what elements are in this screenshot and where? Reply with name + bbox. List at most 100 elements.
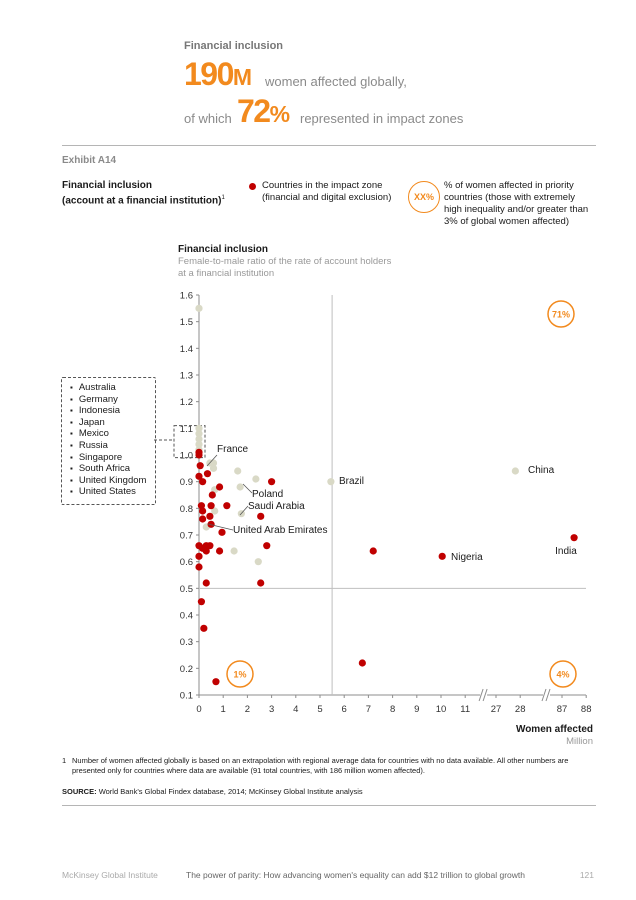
x-tick-label: 6	[342, 704, 347, 715]
headline-number-190m: 190M	[184, 56, 252, 92]
footer-page-number: 121	[579, 870, 594, 880]
y-tick-label: 0.4	[180, 611, 193, 622]
x-axis-title: Women affected	[515, 724, 593, 735]
country-label: Poland	[252, 489, 283, 500]
callout-country-item: Singapore	[70, 452, 155, 464]
impact-country-point	[202, 579, 210, 587]
other-country-point	[511, 467, 519, 475]
x-axis-break-mark	[482, 688, 488, 702]
y-tick-label: 1.4	[180, 344, 193, 355]
headline-text-1: women affected globally,	[265, 74, 407, 89]
y-axis-subtitle: Female-to-male ratio of the rate of acco…	[178, 256, 392, 279]
impact-country-point	[203, 470, 212, 478]
quadrant-badge-circle	[549, 660, 577, 688]
y-axis-title: Financial inclusion	[178, 244, 269, 255]
header-divider	[62, 145, 596, 146]
callout-country-item: Australia	[70, 382, 155, 394]
quadrant-badge-circle	[226, 660, 254, 688]
x-tick-label: 8	[390, 704, 395, 715]
y-tick-label: 1.0	[180, 451, 193, 462]
x-axis-break-gap	[543, 689, 551, 701]
x-tick-label: 11	[460, 704, 470, 715]
y-tick-label: 0.7	[180, 531, 193, 542]
impact-country-point	[202, 547, 210, 555]
legend-impact-text: Countries in the impact zone (financial …	[262, 180, 392, 203]
country-label: Saudi Arabia	[248, 501, 305, 512]
other-country-point	[195, 435, 203, 443]
impact-country-point	[570, 534, 578, 542]
exhibit-title: Financial inclusion (account at a financ…	[62, 180, 225, 207]
header-kicker: Financial inclusion	[184, 40, 284, 52]
headline-of-which: of which	[184, 111, 232, 126]
x-tick-label: 27	[491, 704, 502, 715]
y-tick-label: 0.1	[180, 691, 193, 702]
impact-country-point	[206, 512, 214, 520]
impact-country-point	[196, 462, 204, 470]
other-country-point	[236, 483, 244, 491]
impact-country-point	[195, 563, 203, 571]
country-label: France	[217, 444, 249, 455]
callout-country-item: Russia	[70, 440, 155, 452]
other-country-point	[234, 467, 242, 475]
impact-country-point	[197, 598, 206, 606]
impact-country-point	[200, 624, 208, 632]
other-country-point	[195, 304, 203, 312]
label-leader-line	[207, 523, 234, 531]
y-tick-label: 0.8	[180, 504, 193, 515]
y-tick-label: 0.6	[180, 557, 193, 568]
impact-country-point	[223, 502, 231, 510]
footnote: 1 Number of women affected globally is b…	[62, 756, 569, 775]
impact-country-point	[195, 552, 203, 560]
country-label: United Arab Emirates	[233, 525, 328, 536]
exhibit-label: Exhibit A14	[62, 155, 117, 166]
x-tick-label: 5	[317, 704, 322, 715]
x-tick-label: 4	[293, 704, 298, 715]
x-tick-label: 9	[414, 704, 419, 715]
callout-country-item: Indonesia	[70, 405, 155, 417]
impact-country-point	[263, 542, 271, 550]
country-label: Nigeria	[451, 552, 483, 563]
other-country-point	[209, 464, 218, 472]
impact-country-point	[218, 528, 226, 536]
callout-country-item: Japan	[70, 417, 155, 429]
impact-country-point	[195, 451, 203, 459]
quadrant-badge-circle	[547, 300, 575, 328]
other-country-point	[195, 430, 203, 438]
y-tick-label: 1.2	[180, 397, 193, 408]
impact-country-point	[268, 478, 276, 486]
country-label: Brazil	[339, 476, 364, 487]
callout-country-item: Germany	[70, 394, 155, 406]
quadrant-badge-label: 4%	[556, 670, 569, 680]
legend-badge-text: % of women affected in priority countrie…	[444, 180, 589, 227]
country-label: India	[555, 546, 577, 557]
y-tick-label: 1.5	[180, 317, 193, 328]
quadrant-badge-label: 1%	[233, 670, 246, 680]
callout-country-item: South Africa	[70, 463, 155, 475]
callout-country-item: Mexico	[70, 428, 155, 440]
other-country-point	[230, 547, 238, 555]
other-country-point	[327, 478, 335, 486]
callout-country-item: United Kingdom	[70, 475, 155, 487]
label-leader-line	[206, 454, 218, 467]
impact-country-point	[195, 472, 203, 480]
impact-country-point	[215, 547, 224, 555]
x-tick-label: 7	[366, 704, 371, 715]
y-tick-label: 0.2	[180, 664, 193, 675]
zoom-box	[173, 425, 206, 459]
x-tick-label: 0	[196, 704, 201, 715]
impact-country-point	[208, 491, 216, 499]
legend-impact-dot	[249, 183, 256, 190]
impact-country-point	[199, 507, 207, 515]
x-tick-label: 3	[269, 704, 274, 715]
x-tick-label: 28	[515, 704, 526, 715]
impact-country-point	[212, 678, 220, 686]
callout-country-list: AustraliaGermanyIndonesiaJapanMexicoRuss…	[61, 377, 156, 505]
impact-country-point	[206, 542, 214, 550]
impact-country-point	[257, 512, 265, 520]
x-tick-label: 88	[581, 704, 592, 715]
x-axis-break-gap	[480, 689, 488, 701]
x-axis-unit: Million	[566, 736, 593, 747]
other-country-point	[211, 507, 219, 515]
x-tick-label: 87	[557, 704, 568, 715]
impact-country-point	[207, 502, 215, 510]
